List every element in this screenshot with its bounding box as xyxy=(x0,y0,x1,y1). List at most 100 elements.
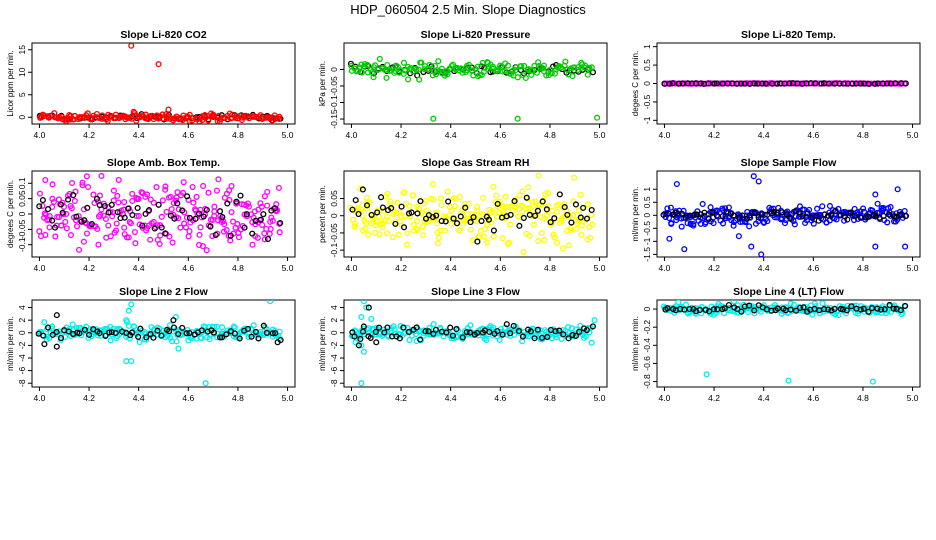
data-point xyxy=(755,214,762,221)
data-point xyxy=(218,334,226,341)
data-point xyxy=(828,307,835,314)
data-point xyxy=(63,225,70,232)
series-red xyxy=(37,43,283,124)
data-point xyxy=(136,339,143,346)
data-point xyxy=(224,200,231,207)
data-point xyxy=(52,233,59,240)
data-point xyxy=(569,73,576,80)
data-point xyxy=(696,306,703,314)
data-point xyxy=(36,228,43,235)
data-point xyxy=(844,216,851,223)
x-tick-label: 4.0 xyxy=(34,130,46,140)
data-point xyxy=(38,113,45,120)
data-point xyxy=(112,111,119,118)
data-point xyxy=(254,234,261,241)
data-point xyxy=(527,205,534,212)
x-tick-label: 5.0 xyxy=(282,130,294,140)
data-point xyxy=(426,61,433,68)
data-point xyxy=(502,193,509,200)
y-axis-label: percent per min. xyxy=(318,185,327,243)
data-point xyxy=(739,212,746,219)
outlier-point xyxy=(869,378,876,385)
data-point xyxy=(693,211,701,218)
data-point xyxy=(70,192,77,199)
outlier-point xyxy=(155,61,162,68)
outlier-point xyxy=(53,343,60,350)
data-point xyxy=(376,324,383,331)
data-point xyxy=(564,211,571,218)
plot-frame xyxy=(343,42,608,125)
plot-frame xyxy=(656,170,921,258)
outlier-point xyxy=(902,243,909,250)
chart-panel: Slope Line 4 (LT) Flow 4.0 4.2 4.4 4.6 4.8 5.0… xyxy=(631,286,921,403)
data-point xyxy=(588,206,595,214)
data-point xyxy=(129,197,136,205)
data-point xyxy=(514,74,521,81)
data-point xyxy=(901,207,908,215)
data-point xyxy=(49,217,56,224)
data-point xyxy=(126,219,133,226)
y-tick-label: -6 xyxy=(329,367,339,375)
outlier-point xyxy=(872,243,879,250)
x-tick-label: 4.4 xyxy=(758,393,770,403)
data-point xyxy=(545,189,552,196)
data-point xyxy=(127,220,135,227)
data-point xyxy=(376,55,383,62)
outlier-point xyxy=(170,317,177,324)
data-point xyxy=(83,230,91,237)
data-point xyxy=(196,118,203,124)
data-point xyxy=(848,303,855,310)
data-point xyxy=(828,212,835,219)
data-points xyxy=(35,300,284,387)
data-point xyxy=(374,209,381,216)
data-point xyxy=(710,220,717,227)
x-tick-label: 5.0 xyxy=(907,130,919,140)
data-point xyxy=(519,202,526,209)
data-point xyxy=(430,330,437,337)
data-point xyxy=(562,58,569,65)
data-point xyxy=(897,211,904,219)
y-tick-label: 10 xyxy=(17,67,27,77)
data-point xyxy=(793,307,800,314)
chart-title: Slope Line 2 Flow xyxy=(119,286,209,298)
data-point xyxy=(713,80,720,87)
x-tick-label: 4.6 xyxy=(494,130,506,140)
x-tick-label: 4.4 xyxy=(133,393,145,403)
y-tick-label: -8 xyxy=(329,379,339,387)
data-point xyxy=(730,222,737,229)
outlier-point xyxy=(358,313,365,321)
outlier-point xyxy=(128,301,135,308)
data-point xyxy=(97,211,104,218)
data-point xyxy=(730,218,737,226)
data-point xyxy=(576,328,583,335)
data-point xyxy=(804,210,811,217)
outlier-point xyxy=(53,312,60,319)
data-point xyxy=(535,237,542,245)
data-point xyxy=(453,220,461,227)
data-point xyxy=(266,230,273,237)
data-point xyxy=(275,184,282,191)
data-point xyxy=(112,329,119,337)
data-point xyxy=(874,305,881,312)
data-point xyxy=(166,328,173,335)
data-point xyxy=(45,324,52,331)
data-point xyxy=(444,71,451,78)
data-point xyxy=(76,330,83,337)
data-point xyxy=(797,304,804,311)
data-point xyxy=(727,210,734,218)
x-tick-label: 4.4 xyxy=(758,130,770,140)
data-point xyxy=(490,233,498,240)
data-point xyxy=(511,198,518,205)
data-point xyxy=(430,321,437,328)
data-point xyxy=(504,240,512,247)
data-point xyxy=(730,212,737,219)
data-point xyxy=(556,191,563,198)
data-point xyxy=(664,305,671,312)
data-point xyxy=(186,111,193,118)
data-point xyxy=(588,339,595,346)
data-point xyxy=(480,194,487,201)
data-point xyxy=(516,192,523,199)
data-point xyxy=(450,215,457,222)
data-point xyxy=(357,335,364,343)
data-point xyxy=(231,330,238,337)
